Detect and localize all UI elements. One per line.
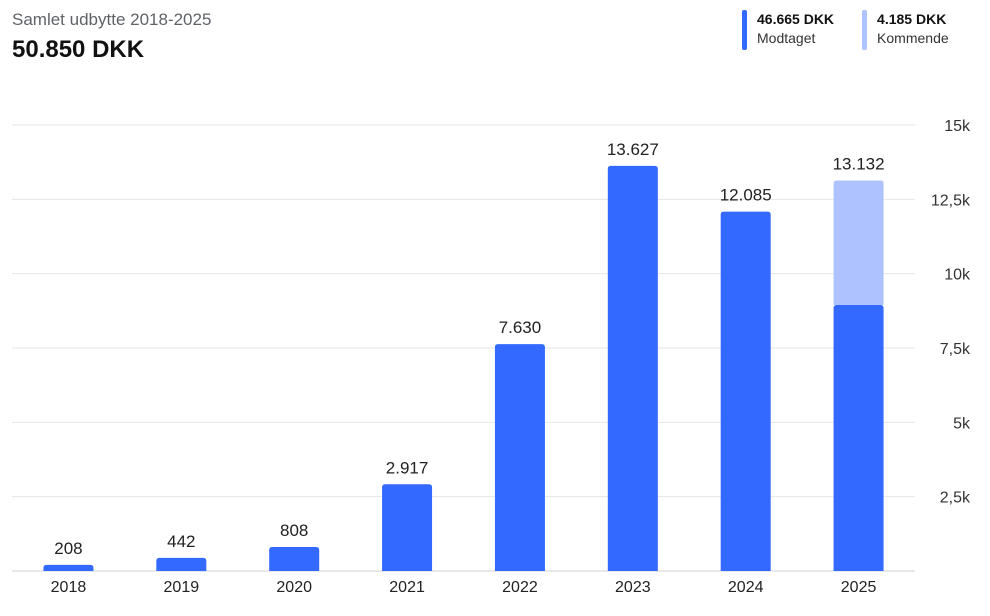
x-tick-label-2018: 2018: [51, 579, 87, 596]
data-label-2025: 13.132: [833, 155, 885, 174]
x-tick-label-2025: 2025: [841, 579, 877, 596]
legend-item-received[interactable]: 46.665 DKK Modtaget: [742, 10, 834, 50]
legend-item-upcoming[interactable]: 4.185 DKK Kommende: [862, 10, 949, 50]
y-tick-label: 15k: [944, 118, 971, 135]
legend-amount-upcoming: 4.185 DKK: [877, 11, 947, 27]
legend-label-upcoming: Kommende: [877, 30, 949, 46]
bar-2021-received[interactable]: [382, 484, 433, 571]
legend-label-received: Modtaget: [757, 30, 816, 46]
chart-header: Samlet udbytte 2018-2025 50.850 DKK: [12, 10, 211, 64]
bar-2022-received[interactable]: [494, 344, 545, 571]
legend-amount-received: 46.665 DKK: [757, 11, 835, 27]
legend-swatch-upcoming: [862, 10, 868, 50]
x-tick-label-2019: 2019: [164, 579, 200, 596]
data-label-2022: 7.630: [499, 318, 542, 337]
y-tick-label: 2,5k: [940, 490, 971, 507]
chart-subtitle: Samlet udbytte 2018-2025: [12, 10, 212, 29]
y-tick-label: 12,5k: [931, 192, 971, 209]
data-label-2024: 12.085: [720, 186, 772, 205]
data-label-2020: 808: [280, 521, 308, 540]
y-tick-label: 5k: [953, 415, 971, 432]
bar-2024-received[interactable]: [720, 211, 771, 571]
data-label-2019: 442: [167, 532, 195, 551]
bar-2019-received[interactable]: [156, 557, 207, 571]
bar-2025-received[interactable]: [833, 304, 884, 571]
x-tick-label-2020: 2020: [276, 579, 312, 596]
legend-swatch-received: [742, 10, 747, 50]
total-dividend: 50.850 DKK: [12, 36, 145, 63]
data-label-2018: 208: [54, 539, 82, 558]
bar-2018-received[interactable]: [43, 564, 94, 571]
x-tick-label-2022: 2022: [502, 579, 538, 596]
x-tick-label-2021: 2021: [389, 579, 425, 596]
bar-2020-received[interactable]: [269, 546, 320, 571]
bar-2023-received[interactable]: [607, 165, 658, 572]
x-tick-label-2023: 2023: [615, 579, 651, 596]
x-tick-label-2024: 2024: [728, 579, 764, 596]
data-label-2023: 13.627: [607, 140, 659, 159]
bar-2025-upcoming[interactable]: [833, 180, 884, 305]
y-tick-label: 10k: [944, 267, 971, 284]
legend: 46.665 DKK Modtaget 4.185 DKK Kommende: [742, 10, 949, 50]
y-tick-label: 7,5k: [940, 341, 971, 358]
data-label-2021: 2.917: [386, 458, 429, 477]
